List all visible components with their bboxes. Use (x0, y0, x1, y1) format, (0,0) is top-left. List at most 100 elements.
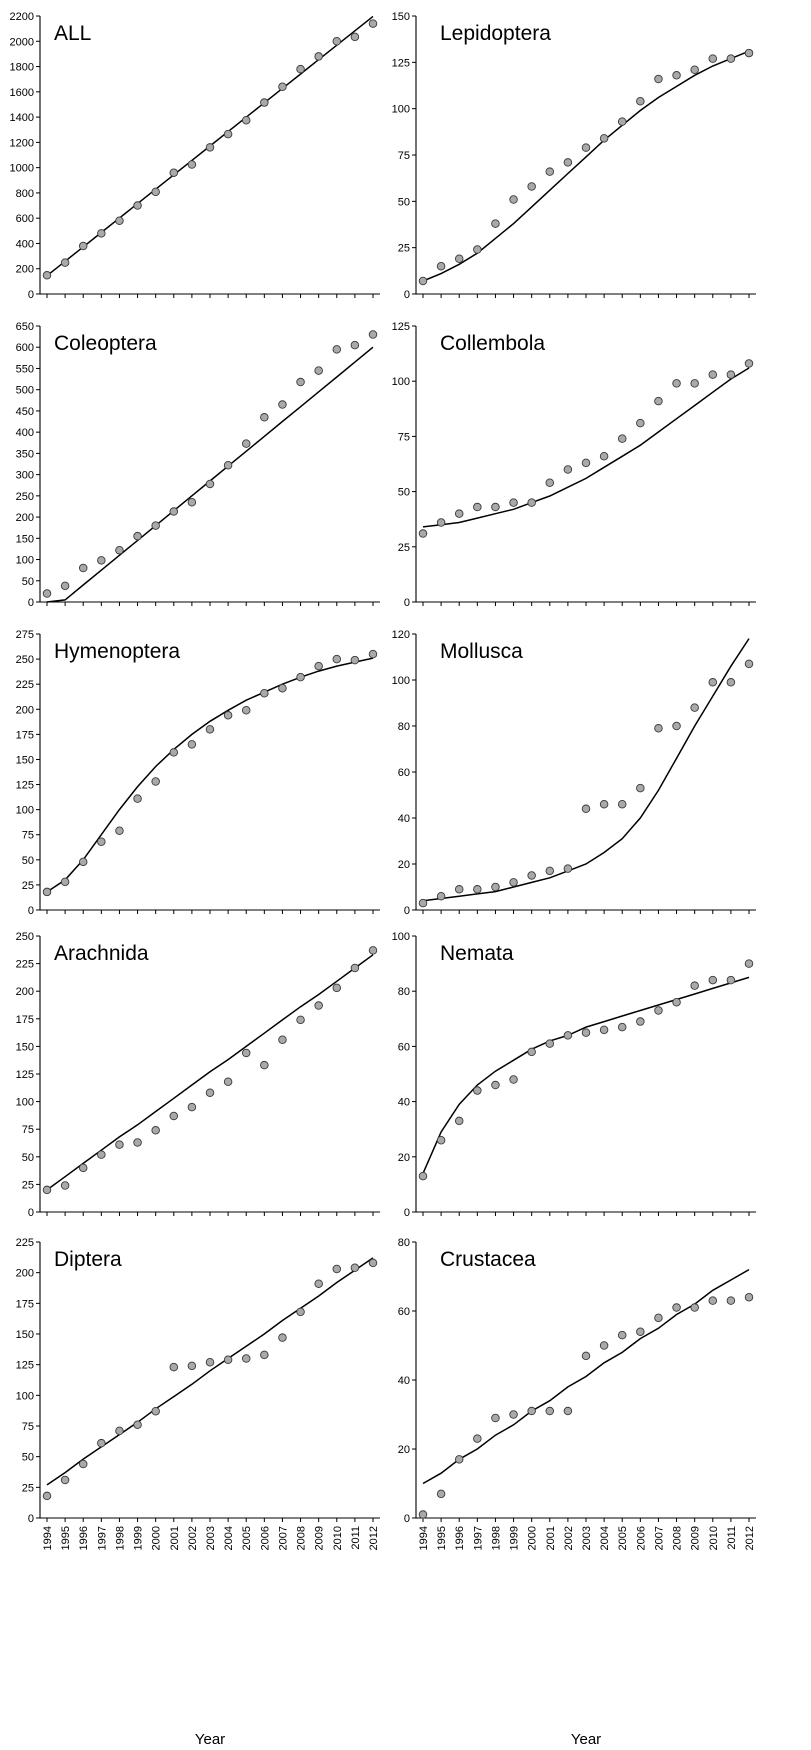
y-tick-label: 400 (16, 427, 34, 439)
data-point (473, 1086, 482, 1095)
y-tick-label: 0 (28, 905, 34, 917)
data-point (260, 413, 269, 422)
fit-line (422, 638, 750, 902)
x-tick-label: 2000 (151, 1526, 163, 1550)
y-tick-label: 225 (16, 679, 34, 691)
data-point (527, 1406, 536, 1416)
data-point (60, 877, 70, 887)
chart-title: Collembola (440, 332, 545, 355)
y-tick-label: 50 (22, 576, 34, 588)
data-point (296, 672, 305, 682)
x-tick-label: 2002 (187, 1526, 199, 1550)
y-tick-label: 125 (392, 57, 410, 69)
y-tick-label: 75 (22, 1124, 34, 1136)
data-point (187, 1361, 197, 1371)
x-tick-label: 2004 (599, 1526, 611, 1550)
fit-line (422, 367, 750, 528)
y-tick-label: 275 (16, 629, 34, 641)
data-point (744, 1292, 754, 1302)
x-axis-title: Year (195, 1731, 225, 1748)
data-point (527, 498, 536, 507)
data-point (690, 1303, 699, 1312)
data-point (78, 1163, 88, 1173)
data-point (97, 1150, 106, 1159)
x-tick-label: 2007 (653, 1526, 665, 1550)
data-point (60, 1475, 70, 1485)
y-tick-label: 125 (16, 1360, 34, 1372)
data-point (78, 563, 88, 573)
data-point (654, 1006, 663, 1015)
data-point (473, 885, 482, 894)
x-tick-label: 2008 (672, 1526, 684, 1550)
x-tick-label: 1994 (418, 1526, 430, 1550)
y-tick-label: 100 (16, 805, 34, 817)
data-point (726, 975, 736, 985)
data-point (223, 1077, 233, 1086)
y-tick-label: 25 (22, 880, 34, 892)
data-point (169, 168, 179, 177)
y-tick-label: 175 (16, 1014, 34, 1026)
data-point (563, 1406, 573, 1416)
data-point (636, 97, 645, 106)
data-point (509, 1410, 518, 1419)
x-tick-label: 2005 (241, 1526, 253, 1550)
data-point (296, 64, 305, 74)
data-point (314, 1279, 323, 1288)
data-point (509, 195, 518, 204)
chart-panel-coleoptera: 0 50 100 150 200 250 300 350 400 450 500 550 600 650 C… (16, 321, 380, 609)
y-tick-label: 20 (398, 859, 410, 871)
data-point (314, 52, 323, 61)
x-tick-label: 2006 (259, 1526, 271, 1550)
data-point (617, 117, 627, 126)
y-tick-label: 100 (392, 675, 410, 687)
y-tick-label: 150 (16, 533, 34, 545)
data-point (278, 683, 287, 693)
data-point (545, 478, 555, 488)
data-point (296, 377, 305, 387)
data-point (42, 887, 52, 897)
data-point (314, 366, 323, 375)
fit-line (46, 1257, 374, 1486)
x-tick-label: 1997 (96, 1526, 108, 1550)
data-point (169, 748, 179, 757)
chart-title: Hymenoptera (54, 640, 180, 663)
data-point (708, 370, 718, 379)
data-point (473, 245, 482, 254)
data-point (223, 1355, 233, 1365)
y-tick-label: 450 (16, 406, 34, 418)
data-point (151, 187, 160, 197)
x-tick-label: 2004 (223, 1526, 235, 1550)
y-tick-label: 150 (16, 1041, 34, 1053)
data-point (581, 1028, 591, 1037)
data-point (296, 1015, 305, 1025)
data-point (599, 1025, 609, 1035)
x-tick-label: 2000 (527, 1526, 539, 1550)
x-tick-label: 2010 (332, 1526, 344, 1550)
data-point (169, 1362, 179, 1372)
data-point (78, 857, 88, 867)
data-point (151, 1407, 160, 1416)
data-point (205, 725, 215, 734)
data-point (708, 54, 718, 63)
y-tick-label: 2200 (10, 11, 34, 23)
data-point (726, 54, 736, 63)
data-point (418, 898, 428, 908)
data-point (491, 1080, 500, 1090)
y-tick-label: 225 (16, 959, 34, 971)
data-point (151, 777, 160, 786)
data-point (133, 1420, 142, 1430)
y-tick-label: 250 (16, 654, 34, 666)
data-point (744, 959, 754, 968)
data-point (654, 74, 663, 84)
y-tick-label: 50 (22, 855, 34, 867)
data-point (527, 871, 536, 880)
data-point (187, 497, 197, 507)
data-point (708, 678, 718, 687)
data-point (672, 997, 681, 1007)
y-tick-label: 50 (22, 1152, 34, 1164)
x-tick-label: 1996 (78, 1526, 90, 1550)
data-point (418, 1510, 428, 1519)
x-tick-label: 1999 (509, 1526, 521, 1550)
data-point (654, 396, 663, 406)
data-point (418, 1171, 428, 1181)
